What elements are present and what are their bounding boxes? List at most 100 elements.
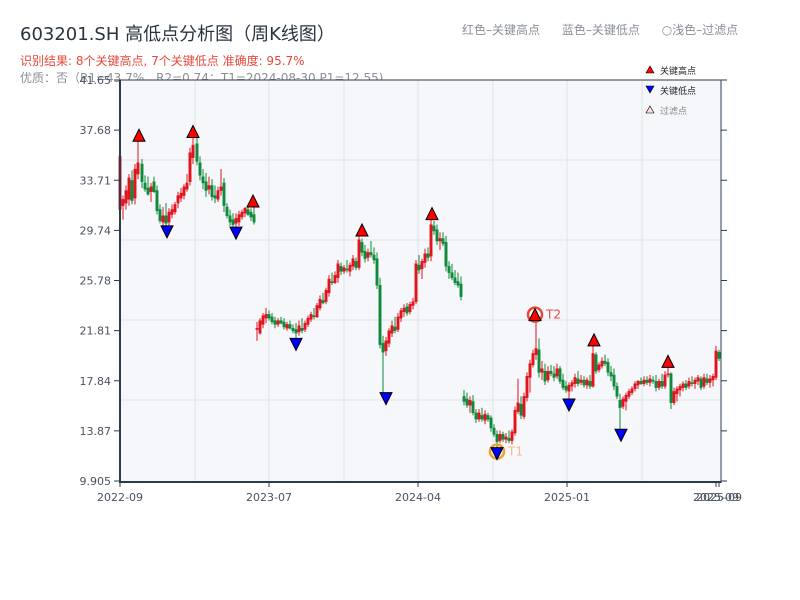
- key-high-legend-icon: [645, 65, 655, 74]
- key-high-marker: [661, 354, 675, 368]
- candle-down: [480, 415, 484, 420]
- candle-up: [207, 185, 211, 190]
- axes-frame: [119, 79, 722, 483]
- candle-down: [246, 209, 250, 215]
- x-tick-label: 2023-07: [246, 491, 292, 504]
- color-key-light: ○浅色–过滤点: [661, 23, 739, 37]
- candle-down: [456, 281, 460, 286]
- x-tick-label: 2024-04: [395, 491, 441, 504]
- candle-down: [201, 176, 205, 184]
- candle-down: [360, 242, 364, 253]
- candle-up: [714, 350, 718, 378]
- y-tick-label: 21.81: [80, 325, 112, 338]
- candle-up: [522, 396, 526, 417]
- candle-up: [411, 301, 415, 306]
- key-low-marker: [614, 428, 628, 443]
- candle-down: [130, 180, 134, 201]
- candle-up: [303, 322, 307, 330]
- candle-down: [339, 266, 343, 272]
- candle-down: [294, 329, 298, 334]
- candle-down: [606, 362, 610, 373]
- candle-up: [516, 402, 520, 412]
- key-low-marker: [160, 225, 174, 240]
- candle-up: [173, 204, 177, 213]
- candle-up: [573, 377, 577, 384]
- candle-down: [519, 403, 523, 416]
- candle-down: [576, 378, 580, 384]
- candle-down: [288, 324, 292, 329]
- candle-down: [267, 314, 271, 319]
- candle-up: [121, 199, 125, 206]
- candle-down: [471, 401, 475, 414]
- key-high-marker: [587, 332, 601, 347]
- candle-up: [468, 400, 472, 406]
- candle-up: [513, 410, 517, 434]
- candle-down: [426, 253, 430, 258]
- candle-up: [498, 434, 502, 441]
- candle-up: [663, 374, 667, 387]
- candle-down: [432, 225, 436, 232]
- candle-up: [633, 383, 637, 390]
- candle-up: [185, 182, 189, 190]
- candle-down: [651, 379, 655, 382]
- candle-up: [627, 391, 631, 397]
- y-axis: 41.65 37.68 33.71 29.74 25.78 21.81 17.84 13.87…: [80, 74, 727, 488]
- legend-label-key-low: 关键低点: [660, 85, 696, 97]
- candle-down: [552, 373, 556, 378]
- candle-down: [594, 354, 598, 372]
- candle-up: [315, 305, 319, 318]
- candle-down: [459, 283, 463, 297]
- candle-down: [447, 266, 451, 273]
- candle-up: [342, 267, 346, 272]
- candle-up: [255, 328, 259, 330]
- y-tick-label: 13.87: [80, 425, 112, 438]
- candle-up: [179, 192, 183, 199]
- candle-down: [378, 285, 382, 345]
- key-high-marker: [528, 307, 542, 322]
- y-tick-label: 37.68: [80, 124, 112, 137]
- candle-up: [579, 379, 583, 383]
- candle-up: [438, 238, 442, 242]
- legend-label-filtered: 过滤点: [660, 105, 687, 117]
- candle-up: [672, 391, 676, 403]
- candle-up: [696, 377, 700, 382]
- candle-down: [462, 396, 466, 402]
- candle-up: [483, 413, 487, 421]
- candle-up: [648, 378, 652, 383]
- candle-down: [444, 242, 448, 267]
- y-tick-label: 25.78: [80, 275, 112, 288]
- candle-down: [435, 229, 439, 242]
- candle-up: [636, 381, 640, 386]
- key-low-marker: [490, 447, 504, 461]
- candle-down: [330, 281, 334, 283]
- candle-down: [204, 181, 208, 191]
- candle-down: [612, 374, 616, 387]
- candle-down: [282, 321, 286, 328]
- candle-up: [657, 381, 661, 388]
- color-key: 红色–关键高点 蓝色–关键低点 ○浅色–过滤点: [462, 21, 738, 38]
- candle-up: [525, 376, 529, 398]
- candle-down: [225, 206, 229, 216]
- candle-up: [585, 379, 589, 386]
- candle-up: [531, 353, 535, 366]
- candle-up: [555, 368, 559, 377]
- candle-up: [348, 264, 352, 272]
- candle-up: [306, 317, 310, 325]
- annotation-label-t1: T1: [507, 445, 523, 459]
- x-tick-label: 2025-01: [544, 491, 590, 504]
- candle-up: [258, 320, 262, 334]
- candle-down: [453, 277, 457, 283]
- candle-up: [318, 298, 322, 309]
- key-high-marker: [186, 124, 200, 138]
- candle-up: [420, 261, 424, 270]
- candle-up: [216, 190, 220, 200]
- candle-up: [170, 209, 174, 215]
- x-tick-label: 2022-09: [97, 491, 143, 504]
- candle-down: [146, 187, 150, 195]
- candle-up: [399, 310, 403, 319]
- candle-down: [684, 383, 688, 388]
- chart-legend: 关键高点 关键低点 过滤点: [645, 65, 696, 117]
- candle-up: [711, 376, 715, 381]
- key-low-marker: [379, 392, 393, 406]
